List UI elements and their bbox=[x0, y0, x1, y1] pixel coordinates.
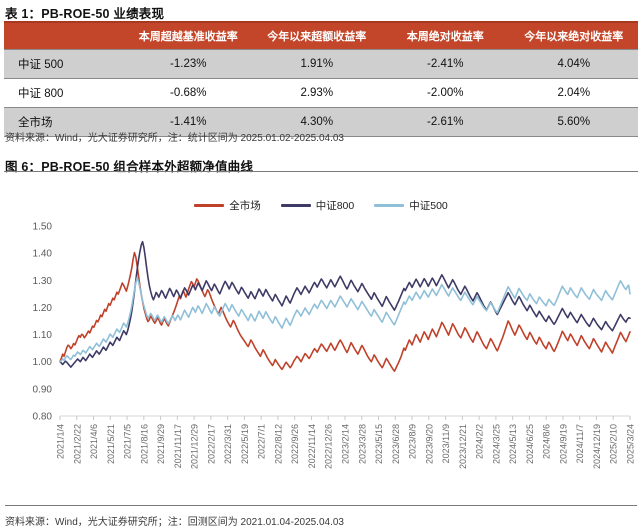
cell-csi500-ytd-absolute: 4.04% bbox=[509, 49, 638, 79]
y-tick-label: 1.20 bbox=[33, 303, 53, 314]
x-tick-label: 2024/5/13 bbox=[508, 424, 518, 464]
legend-item-all-market[interactable]: 全市场 bbox=[194, 198, 261, 213]
figure-source-note: 资料来源：Wind，光大证券研究所；注：回测区间为 2021.01.04-202… bbox=[5, 517, 344, 528]
row-label-csi500: 中证 500 bbox=[4, 49, 124, 79]
table-title: 表 1：PB-ROE-50 业绩表现 bbox=[5, 7, 165, 21]
x-tick-label: 2024/3/25 bbox=[491, 424, 501, 464]
legend-item-csi800[interactable]: 中证800 bbox=[280, 198, 355, 213]
y-tick-label: 0.90 bbox=[33, 384, 53, 395]
x-tick-label: 2024/9/19 bbox=[558, 424, 568, 464]
y-axis-ticks: 1.50 1.40 1.30 1.20 1.10 1.00 0.90 0.80 bbox=[33, 222, 53, 423]
plot-area: 1.50 1.40 1.30 1.20 1.10 1.00 0.90 0.80 2021/1/… bbox=[4, 218, 638, 508]
x-tick-label: 2024/2/2 bbox=[475, 424, 485, 459]
chart-figure: 全市场 中证800 中证500 1.50 1.40 1.30 1.20 1.10 1.00… bbox=[4, 171, 638, 508]
x-tick-label: 2022/5/19 bbox=[240, 424, 250, 464]
x-tick-label: 2021/2/22 bbox=[72, 424, 82, 464]
x-tick-label: 2022/9/26 bbox=[290, 424, 300, 464]
x-tick-label: 2021/4/6 bbox=[89, 424, 99, 459]
y-tick-label: 1.30 bbox=[33, 276, 53, 287]
series-line-全市场 bbox=[59, 251, 631, 373]
y-tick-label: 1.40 bbox=[33, 249, 53, 260]
x-tick-label: 2024/12/19 bbox=[592, 424, 602, 469]
column-header-ytd-excess: 今年以来超额收益率 bbox=[252, 21, 381, 50]
x-tick-label: 2023/5/15 bbox=[374, 424, 384, 464]
x-tick-label: 2024/6/25 bbox=[525, 424, 535, 464]
x-tick-label: 2021/8/16 bbox=[139, 424, 149, 464]
figure-title: 图 6：PB-ROE-50 组合样本外超额净值曲线 bbox=[5, 160, 254, 174]
x-tick-label: 2022/11/14 bbox=[307, 424, 317, 468]
legend-swatch-all-market bbox=[194, 204, 225, 207]
column-header-week-excess: 本周超越基准收益率 bbox=[124, 21, 253, 50]
x-tick-label: 2023/8/9 bbox=[408, 424, 418, 459]
cell-all-ytd-absolute: 5.60% bbox=[509, 107, 638, 137]
x-tick-label: 2022/7/1 bbox=[257, 424, 267, 459]
x-tick-label: 2022/8/12 bbox=[273, 424, 283, 464]
chart-legend: 全市场 中证800 中证500 bbox=[4, 198, 638, 213]
table-header: 本周超越基准收益率 今年以来超额收益率 本周绝对收益率 今年以来绝对收益率 bbox=[4, 21, 638, 50]
y-tick-label: 0.80 bbox=[33, 412, 53, 423]
cell-csi800-week-excess: -0.68% bbox=[124, 78, 253, 108]
x-tick-label: 2023/6/28 bbox=[391, 424, 401, 464]
legend-swatch-csi500 bbox=[374, 204, 405, 207]
x-axis-ticks: 2021/1/4 2021/2/22 2021/4/6 2021/5/21 2021/7… bbox=[56, 416, 636, 469]
cell-csi500-ytd-excess: 1.91% bbox=[252, 49, 381, 79]
x-tick-label: 2023/2/14 bbox=[341, 424, 351, 464]
series-line-中证500 bbox=[59, 276, 631, 363]
x-tick-label: 2021/7/5 bbox=[123, 424, 133, 459]
x-tick-label: 2021/11/17 bbox=[173, 424, 183, 468]
x-tick-label: 2025/3/24 bbox=[626, 424, 636, 464]
x-tick-label: 2021/5/21 bbox=[106, 424, 116, 464]
x-tick-label: 2021/9/29 bbox=[156, 424, 166, 464]
cell-csi800-ytd-absolute: 2.04% bbox=[509, 78, 638, 108]
legend-swatch-csi800 bbox=[280, 204, 311, 207]
x-tick-label: 2025/2/10 bbox=[609, 424, 619, 464]
legend-label-csi500: 中证500 bbox=[409, 200, 448, 212]
column-header-ytd-absolute: 今年以来绝对收益率 bbox=[509, 21, 638, 50]
x-tick-label: 2022/3/31 bbox=[223, 424, 233, 464]
cell-csi800-week-absolute: -2.00% bbox=[381, 78, 510, 108]
table-row: 中证 800 -0.68% 2.93% -2.00% 2.04% bbox=[4, 78, 638, 108]
table-row: 全市场 -1.41% 4.30% -2.61% 5.60% bbox=[4, 107, 638, 137]
column-header-week-absolute: 本周绝对收益率 bbox=[381, 21, 510, 50]
cell-all-ytd-excess: 4.30% bbox=[252, 107, 381, 137]
x-tick-label: 2021/12/29 bbox=[190, 424, 200, 469]
column-header-name bbox=[4, 21, 124, 50]
x-tick-label: 2024/8/6 bbox=[542, 424, 552, 459]
legend-item-csi500[interactable]: 中证500 bbox=[374, 198, 448, 213]
x-tick-label: 2022/12/26 bbox=[324, 424, 334, 469]
legend-label-csi800: 中证800 bbox=[315, 200, 355, 212]
figure-divider bbox=[4, 171, 638, 172]
cell-csi500-week-excess: -1.23% bbox=[124, 49, 253, 79]
y-tick-label: 1.10 bbox=[33, 330, 53, 341]
x-tick-label: 2023/12/21 bbox=[458, 424, 468, 469]
cell-csi500-week-absolute: -2.41% bbox=[381, 49, 510, 79]
cell-all-week-absolute: -2.61% bbox=[381, 107, 510, 137]
x-tick-label: 2023/3/28 bbox=[357, 424, 367, 464]
row-label-csi800: 中证 800 bbox=[4, 78, 124, 108]
footer-divider bbox=[5, 505, 637, 506]
series-line-中证800 bbox=[59, 240, 631, 368]
table-row: 中证 500 -1.23% 1.91% -2.41% 4.04% bbox=[4, 49, 638, 79]
x-tick-label: 2024/11/7 bbox=[575, 424, 585, 463]
series-lines bbox=[59, 240, 631, 373]
y-tick-label: 1.00 bbox=[33, 357, 53, 368]
x-tick-label: 2023/9/20 bbox=[424, 424, 434, 464]
cell-all-week-excess: -1.41% bbox=[124, 107, 253, 137]
x-tick-label: 2023/11/9 bbox=[441, 424, 451, 463]
table-body: 中证 500 -1.23% 1.91% -2.41% 4.04% 中证 800 … bbox=[4, 49, 638, 137]
x-tick-label: 2021/1/4 bbox=[56, 424, 66, 459]
performance-table: 本周超越基准收益率 今年以来超额收益率 本周绝对收益率 今年以来绝对收益率 中证… bbox=[4, 21, 638, 137]
table-header-row: 本周超越基准收益率 今年以来超额收益率 本周绝对收益率 今年以来绝对收益率 bbox=[4, 21, 638, 50]
legend-label-all-market: 全市场 bbox=[229, 200, 261, 212]
row-label-all-market: 全市场 bbox=[4, 107, 124, 137]
x-tick-label: 2022/2/17 bbox=[206, 424, 216, 464]
net-value-line-chart: 1.50 1.40 1.30 1.20 1.10 1.00 0.90 0.80 2021/1/… bbox=[33, 222, 636, 470]
cell-csi800-ytd-excess: 2.93% bbox=[252, 78, 381, 108]
y-tick-label: 1.50 bbox=[33, 222, 53, 233]
table-source-note: 资料来源：Wind，光大证券研究所，注：统计区间为 2025.01.02-202… bbox=[5, 133, 344, 144]
